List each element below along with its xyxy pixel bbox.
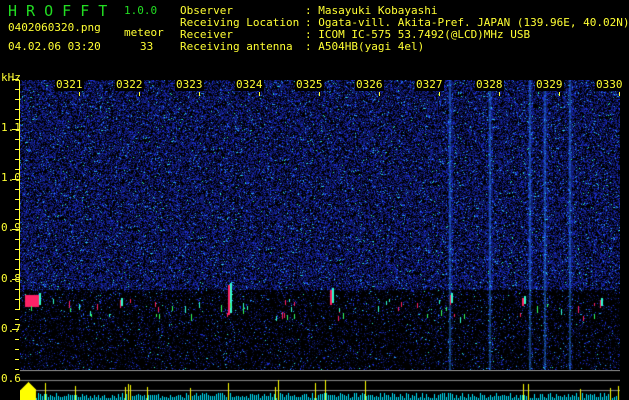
freq-tick-mark [15,259,19,260]
freq-tick-mark [15,289,19,290]
freq-tick-mark [12,329,19,330]
info-value: : Masayuki Kobayashi [305,4,438,17]
time-tick-mark [259,92,260,96]
freq-tick-mark [12,179,19,180]
info-antenna: Receiving antenna : A504HB(yagi 4el) [180,41,629,53]
time-tick-mark [319,92,320,96]
time-tick-label: 0323 [175,78,204,91]
time-tick-label: 0327 [415,78,444,91]
app-title: H R O F F T [8,2,108,20]
freq-tick-mark [12,229,19,230]
info-label: Receiving Location [180,16,300,29]
info-value: : Ogata-vill. Akita-Pref. JAPAN (139.96E… [305,16,629,29]
info-label: Observer [180,4,233,17]
freq-tick-label: 0.6 [1,372,21,385]
freq-tick-label: 0.9 [1,221,21,235]
time-tick-mark [379,92,380,96]
freq-tick-mark [15,119,19,120]
info-value: : A504HB(yagi 4el) [305,40,425,53]
info-label: Receiver [180,28,233,41]
freq-tick-mark [15,249,19,250]
freq-unit: kHz [1,71,21,84]
time-tick-label: 0321 [55,78,84,91]
info-label: Receiving antenna [180,40,293,53]
time-tick-label: 0329 [535,78,564,91]
freq-tick-mark [15,89,19,90]
info-observer: Observer : Masayuki Kobayashi [180,5,629,17]
station-info: Observer : Masayuki Kobayashi Receiving L… [180,5,629,53]
time-tick-label: 0324 [235,78,264,91]
freq-tick-mark [15,369,19,370]
freq-tick-mark [15,139,19,140]
freq-tick-mark [15,319,19,320]
time-tick-label: 0326 [355,78,384,91]
freq-tick-label: 0.8 [1,271,21,285]
info-location: Receiving Location : Ogata-vill. Akita-Pr… [180,17,629,29]
freq-axis-line [19,80,20,310]
time-tick-mark [139,92,140,96]
time-tick-mark [79,92,80,96]
time-tick-mark [559,92,560,96]
freq-tick-label: 0.7 [1,321,21,335]
freq-tick-mark [12,129,19,130]
freq-tick-mark [15,299,19,300]
freq-tick-mark [15,339,19,340]
time-tick-mark [199,92,200,96]
freq-tick-mark [15,239,19,240]
freq-tick-mark [15,99,19,100]
file-datetime: 04.02.06 03:20 [8,40,101,53]
time-tick-mark [439,92,440,96]
time-tick-label: 0330 [595,78,624,91]
file-name: 0402060320.png [8,21,101,34]
freq-tick-mark [12,79,19,80]
info-value: : ICOM IC-575 53.7492(@LCD)MHz USB [305,28,531,41]
time-tick-mark [499,92,500,96]
freq-tick-mark [15,169,19,170]
app-version: 1.0.0 [124,4,158,17]
freq-tick-mark [15,219,19,220]
freq-tick-mark [15,349,19,350]
time-tick-label: 0325 [295,78,324,91]
freq-tick-label: 1.0 [1,171,21,185]
info-receiver: Receiver : ICOM IC-575 53.7492(@LCD)MHz U… [180,29,629,41]
freq-tick-mark [15,159,19,160]
freq-tick-mark [15,209,19,210]
meteor-label: meteor [124,26,164,39]
meteor-count: 33 [140,40,154,53]
freq-tick-mark [15,269,19,270]
freq-tick-mark [15,199,19,200]
time-tick-label: 0328 [475,78,504,91]
spectrogram [20,80,620,370]
time-tick-label: 0322 [115,78,144,91]
freq-tick-mark [15,309,19,310]
time-tick-mark [619,92,620,96]
freq-tick-mark [15,109,19,110]
freq-tick-mark [15,189,19,190]
freq-tick-mark [15,149,19,150]
freq-tick-mark [12,279,19,280]
freq-tick-mark [15,359,19,360]
meteor-activity-chart [20,370,620,400]
freq-tick-label: 1.1 [1,121,21,134]
